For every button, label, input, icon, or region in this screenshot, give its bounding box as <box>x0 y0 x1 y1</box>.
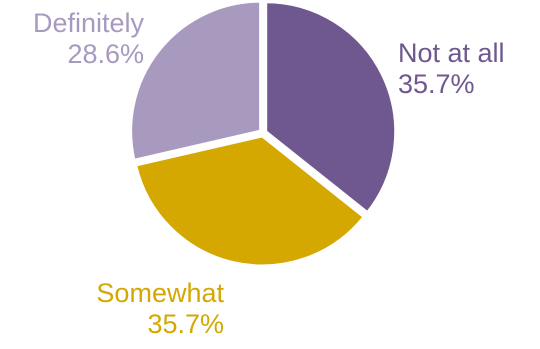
slice-value-somewhat: 35.7% <box>147 309 224 339</box>
slice-label-not-at-all: Not at all <box>398 38 505 68</box>
pie-slice-somewhat <box>134 134 366 268</box>
pie-slice-definitely <box>129 0 263 162</box>
slice-value-not-at-all: 35.7% <box>398 69 475 99</box>
slice-label-somewhat: Somewhat <box>96 278 224 308</box>
slice-label-definitely: Definitely <box>33 8 145 38</box>
slice-value-definitely: 28.6% <box>67 39 144 69</box>
pie-slice-not-at-all <box>264 0 398 215</box>
